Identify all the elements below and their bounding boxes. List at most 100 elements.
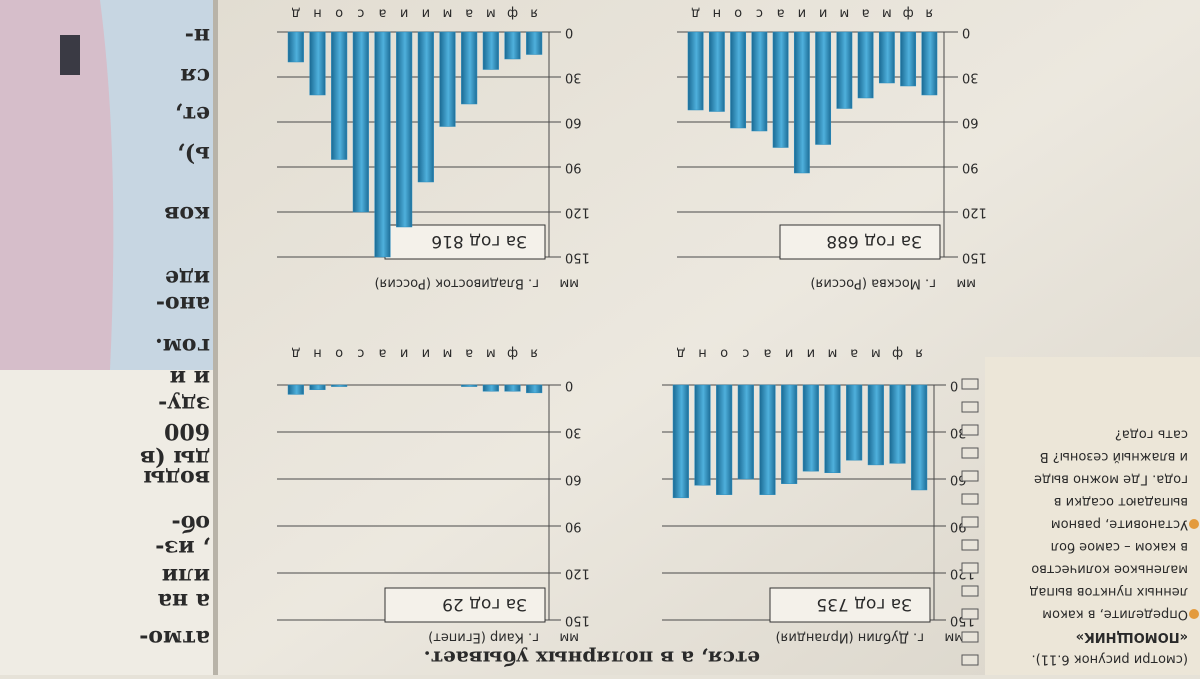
month-label: я: [915, 346, 923, 361]
sidebar-line: в каком – самое бол: [1051, 539, 1188, 554]
binder-ring: [961, 447, 979, 459]
month-label: м: [486, 346, 496, 361]
bar: [672, 384, 689, 499]
bar: [867, 384, 884, 466]
bar: [836, 31, 853, 109]
bar: [287, 31, 304, 63]
binder-ring: [961, 424, 979, 436]
bar: [417, 31, 434, 183]
month-label: ф: [507, 6, 518, 21]
bar: [716, 384, 733, 495]
month-label: м: [871, 346, 881, 361]
month-label: м: [839, 6, 849, 21]
chart-title: г. Каир (Египет): [428, 630, 539, 645]
y-tick-label: 120: [565, 566, 590, 581]
body-text: гом.: [155, 333, 210, 359]
month-label: м: [486, 6, 496, 21]
binder-ring: [961, 470, 979, 482]
body-text: иде: [165, 265, 210, 291]
binder-ring: [961, 585, 979, 597]
month-label: н: [313, 6, 322, 21]
bar: [824, 384, 841, 473]
bullet: [1189, 519, 1199, 529]
sidebar-line: ленных пунктов выпад: [1029, 584, 1188, 599]
y-axis-label: мм: [559, 630, 579, 645]
month-label: и: [798, 6, 806, 21]
sidebar-background: [985, 357, 1200, 675]
y-tick-label: 30: [565, 425, 582, 440]
chart-title: г. Владивосток (Россия): [375, 276, 540, 291]
bar: [504, 31, 521, 60]
bar: [793, 31, 810, 174]
bar: [482, 384, 499, 392]
bar: [461, 384, 478, 387]
body-text: ды (в: [140, 445, 210, 471]
binder-ring: [961, 654, 979, 666]
bar: [309, 384, 326, 390]
month-label: а: [379, 6, 387, 21]
month-label: ф: [507, 346, 518, 361]
month-label: с: [357, 6, 364, 21]
bar: [309, 31, 326, 96]
month-label: а: [777, 6, 785, 21]
month-label: с: [357, 346, 364, 361]
bar: [759, 384, 776, 495]
sidebar-line: и влажный сезоны? В: [1040, 449, 1188, 464]
bar: [737, 384, 754, 480]
y-tick-label: 120: [962, 205, 987, 220]
month-label: н: [713, 6, 722, 21]
annual-total-box: [779, 224, 941, 260]
bar: [461, 31, 478, 105]
bar: [889, 384, 906, 464]
binder-ring: [961, 516, 979, 528]
bar: [287, 384, 304, 395]
month-label: м: [443, 6, 453, 21]
body-text: ков: [164, 201, 210, 227]
annual-total-box: [384, 587, 546, 623]
month-label: о: [335, 6, 343, 21]
next-page: [0, 370, 215, 675]
sidebar-line: Установите, равном: [1051, 517, 1188, 532]
sidebar-line: выпадают осадки в: [1054, 494, 1188, 509]
annual-total: За год 688: [826, 231, 922, 251]
y-tick-label: 90: [565, 160, 582, 175]
month-label: и: [400, 346, 408, 361]
month-label: м: [828, 346, 838, 361]
body-text: ся: [180, 63, 210, 89]
y-tick-label: 150: [565, 250, 590, 265]
body-text: воды: [143, 465, 210, 491]
bar: [504, 384, 521, 392]
annual-total: За год 735: [816, 594, 912, 614]
annual-total: За год 29: [442, 594, 527, 614]
bar: [911, 384, 928, 491]
bar: [921, 31, 938, 96]
sidebar-line: «ПОМОЩНИК»: [1076, 629, 1188, 644]
y-axis-label: мм: [559, 276, 579, 291]
body-text: об-: [172, 510, 210, 536]
month-label: н: [698, 346, 707, 361]
y-tick-label: 90: [565, 519, 582, 534]
month-label: и: [422, 346, 430, 361]
bar: [526, 384, 543, 394]
bar: [396, 31, 413, 228]
month-label: ф: [892, 346, 903, 361]
month-label: о: [720, 346, 728, 361]
bar: [878, 31, 895, 84]
body-text: 600: [164, 418, 210, 444]
chart-title: г. Москва (Россия): [810, 276, 936, 291]
y-tick-label: 0: [962, 25, 970, 40]
body-text: атмо-: [139, 625, 210, 651]
bar: [352, 31, 369, 213]
bar: [781, 384, 798, 484]
bar: [694, 384, 711, 486]
bar: [708, 31, 725, 112]
month-label: и: [400, 6, 408, 21]
y-tick-label: 90: [962, 160, 979, 175]
y-tick-label: 0: [565, 378, 573, 393]
bullet: [1189, 609, 1199, 619]
bar: [526, 31, 543, 55]
y-tick-label: 0: [950, 378, 958, 393]
month-label: ф: [903, 6, 914, 21]
